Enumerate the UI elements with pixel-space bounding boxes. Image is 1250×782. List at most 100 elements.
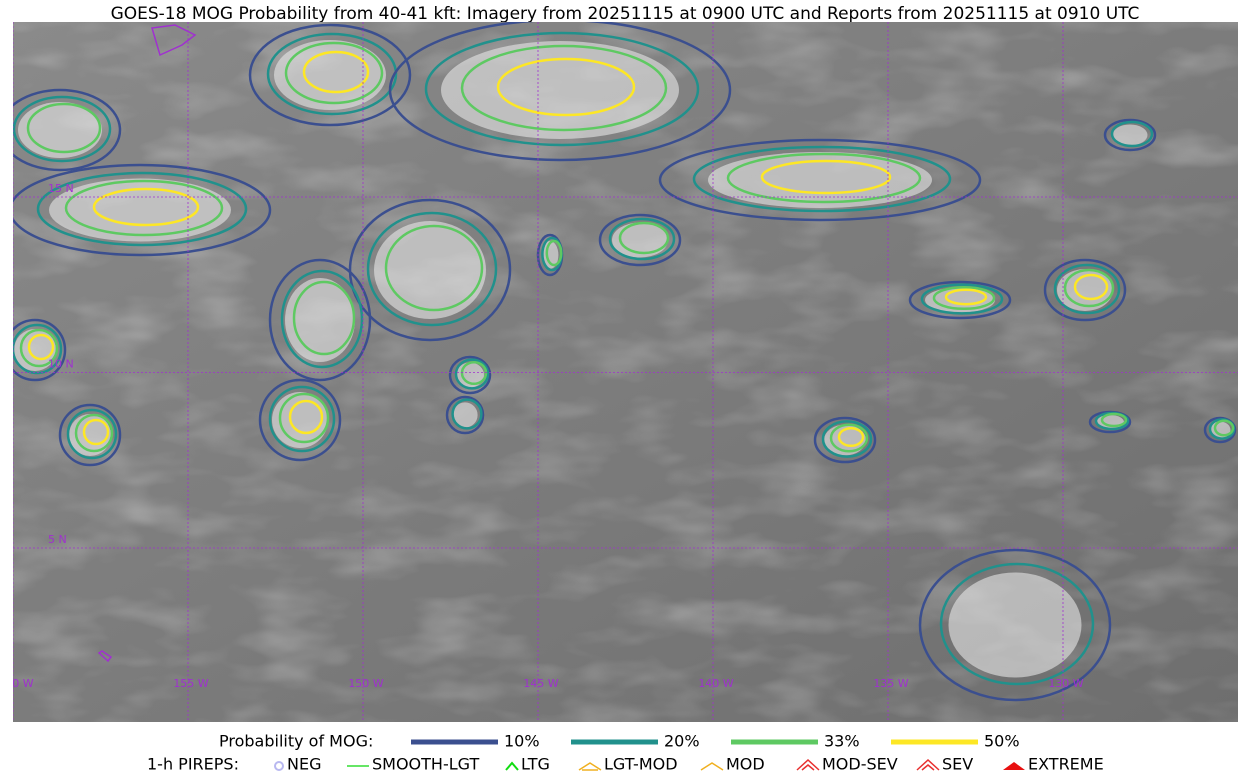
legend-label: MOD-SEV bbox=[822, 755, 898, 774]
contour bbox=[1103, 118, 1157, 152]
contour bbox=[944, 288, 988, 306]
legend-title: Probability of MOG: bbox=[219, 732, 373, 751]
contour bbox=[268, 258, 372, 382]
cloud-bright bbox=[541, 241, 559, 269]
contour bbox=[918, 548, 1112, 702]
contour bbox=[58, 403, 122, 467]
contour bbox=[829, 423, 869, 453]
contour bbox=[92, 187, 200, 227]
cloud-bright bbox=[948, 572, 1082, 678]
contour bbox=[460, 360, 488, 386]
contour bbox=[920, 283, 1004, 315]
legend-label: 33% bbox=[824, 732, 860, 751]
pirep-symbol bbox=[578, 762, 602, 771]
contour bbox=[1043, 258, 1127, 322]
contour bbox=[388, 22, 732, 162]
contour bbox=[13, 318, 67, 382]
cloud-bright bbox=[274, 40, 386, 110]
island-outline bbox=[97, 650, 113, 663]
cloud-bright bbox=[824, 424, 866, 456]
contour bbox=[13, 323, 63, 375]
legend-label: 50% bbox=[984, 732, 1020, 751]
legend: Probability of MOG: 10% 20% 33% 50% 1-h PIREP… bbox=[147, 732, 1104, 774]
contour bbox=[460, 44, 668, 132]
cloud-bright bbox=[441, 41, 679, 139]
contour bbox=[384, 224, 484, 312]
pirep-symbol bbox=[916, 758, 940, 771]
latitude-label: 15 N bbox=[48, 182, 74, 195]
contour bbox=[1053, 263, 1121, 315]
longitude-label: 160 W bbox=[0, 677, 34, 690]
contour bbox=[27, 333, 55, 361]
contour bbox=[445, 395, 485, 435]
title: GOES-18 MOG Probability from 40-41 kft: … bbox=[111, 4, 1140, 24]
contour bbox=[26, 102, 102, 154]
symbol bbox=[916, 758, 940, 771]
legend-label: LGT-MOD bbox=[604, 755, 678, 774]
legend-label: SEV bbox=[942, 755, 973, 774]
legend-label: LTG bbox=[521, 755, 550, 774]
contour bbox=[278, 392, 330, 444]
symbol bbox=[700, 762, 724, 771]
cloud-bright bbox=[1112, 124, 1148, 146]
graticule: 160 W 155 W 150 W 145 W 140 W 135 W 130 W 15 N 1… bbox=[0, 22, 1238, 722]
contour bbox=[821, 420, 873, 458]
pirep-symbol bbox=[274, 761, 284, 771]
pirep-symbol bbox=[796, 758, 820, 771]
legend-label: 10% bbox=[504, 732, 540, 751]
contour bbox=[598, 213, 682, 267]
contour bbox=[1073, 273, 1109, 301]
contour bbox=[837, 426, 865, 448]
contour bbox=[288, 399, 324, 435]
longitude-label: 155 W bbox=[173, 677, 208, 690]
contour bbox=[618, 221, 670, 255]
longitude-label: 130 W bbox=[1048, 677, 1083, 690]
cloud-bright bbox=[374, 221, 486, 319]
contour bbox=[82, 418, 110, 446]
contour bbox=[258, 378, 342, 462]
latitude-label: 10 N bbox=[48, 358, 74, 371]
legend-label: MOD bbox=[726, 755, 765, 774]
island-outline bbox=[151, 24, 197, 57]
contour bbox=[608, 217, 676, 261]
contour bbox=[348, 198, 512, 342]
contour bbox=[692, 145, 952, 213]
symbol bbox=[1003, 762, 1025, 770]
contour bbox=[66, 408, 118, 460]
contour bbox=[726, 152, 922, 204]
longitude-label: 150 W bbox=[348, 677, 383, 690]
cloud-bright bbox=[285, 278, 355, 362]
contours bbox=[13, 22, 1237, 702]
contour bbox=[908, 280, 1012, 320]
pirep-symbol bbox=[700, 762, 724, 771]
legend-label: NEG bbox=[287, 755, 321, 774]
symbol bbox=[796, 758, 820, 771]
contour bbox=[302, 50, 370, 94]
contour bbox=[939, 562, 1095, 686]
contour bbox=[268, 385, 336, 453]
legend-label: 20% bbox=[664, 732, 700, 751]
contour bbox=[424, 31, 700, 147]
contour bbox=[454, 358, 490, 390]
contour bbox=[496, 57, 636, 117]
contour bbox=[13, 88, 122, 172]
contour bbox=[64, 179, 224, 237]
contour bbox=[280, 269, 364, 369]
contour bbox=[266, 32, 398, 116]
contour bbox=[1063, 268, 1115, 308]
legend-label: SMOOTH-LGT bbox=[372, 755, 479, 774]
symbol bbox=[274, 761, 284, 771]
contour bbox=[448, 355, 492, 395]
contour bbox=[248, 23, 412, 127]
contour bbox=[284, 41, 384, 105]
contour bbox=[366, 211, 498, 327]
symbol bbox=[505, 761, 519, 771]
contour bbox=[292, 280, 356, 356]
contour bbox=[36, 171, 248, 247]
pirep-symbol bbox=[1003, 762, 1025, 770]
contour bbox=[813, 416, 877, 464]
contour bbox=[451, 398, 483, 430]
contour bbox=[74, 413, 114, 453]
contour bbox=[1110, 120, 1154, 148]
